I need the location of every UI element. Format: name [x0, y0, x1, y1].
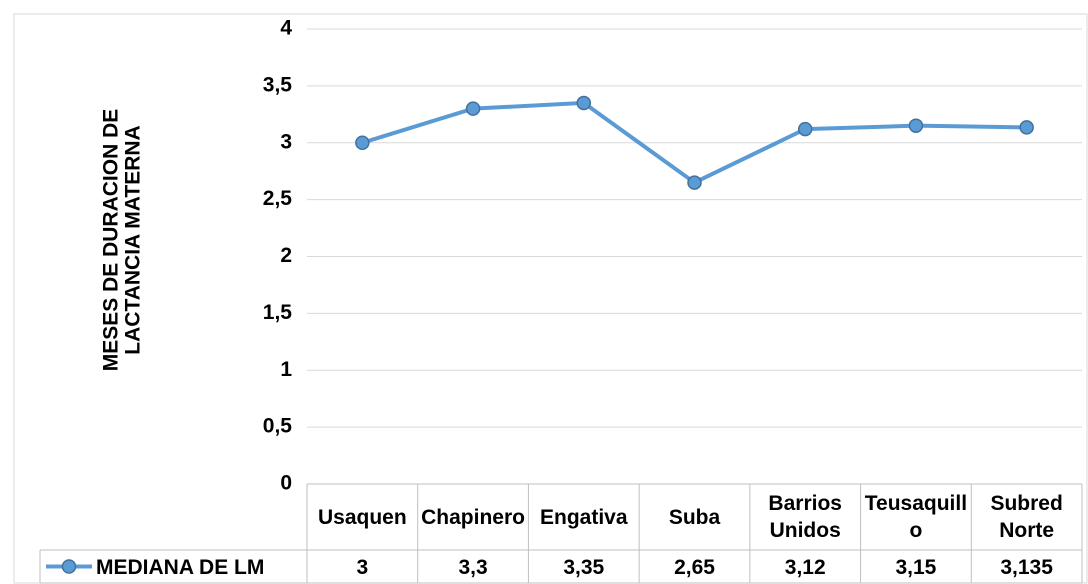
x-tick-label-box: Usaquen — [318, 505, 407, 529]
marker — [1019, 120, 1034, 135]
y-axis-title: MESES DE DURACION DE LACTANCIA MATERNA — [100, 109, 145, 372]
x-tick-label: Subred Norte — [990, 492, 1063, 542]
x-tick-label-box: Suba — [668, 505, 721, 529]
table-value: 2,65 — [674, 556, 715, 579]
y-tick-label: 3 — [280, 130, 292, 153]
table-value: 3,12 — [785, 556, 826, 579]
table-value: 3 — [357, 556, 369, 579]
marker — [576, 95, 592, 111]
legend-marker — [61, 559, 77, 574]
x-tick-label: Chapinero — [421, 505, 525, 529]
table-value: 3,15 — [895, 556, 936, 579]
table-value: 3,35 — [563, 556, 604, 579]
x-tick-label-box: Engativa — [540, 505, 628, 529]
x-tick-label: Barrios Unidos — [768, 492, 842, 542]
y-tick-label: 4 — [280, 17, 292, 40]
chart-border — [13, 13, 1088, 584]
y-tick-label: 1,5 — [263, 301, 293, 324]
y-tick-label: 2,5 — [263, 187, 293, 210]
x-tick-label-box: Teusaquillo — [864, 492, 968, 542]
y-tick-label: 0,5 — [263, 415, 293, 438]
marker — [908, 118, 924, 133]
y-tick-label: 2 — [280, 244, 292, 267]
x-tick-label: Suba — [668, 505, 721, 529]
y-axis-title-line: LACTANCIA MATERNA — [122, 125, 145, 354]
table-value: 3,3 — [458, 556, 487, 579]
marker — [687, 175, 702, 190]
y-axis-title-line: MESES DE DURACION DE — [100, 109, 123, 372]
x-tick-label-box: Chapinero — [421, 505, 525, 529]
y-tick-label: 3,5 — [263, 73, 293, 96]
y-tick-label: 1 — [280, 358, 292, 381]
x-tick-label: Teusaquillo — [864, 492, 968, 542]
x-tick-label: Usaquen — [318, 505, 407, 529]
x-tick-label-box: Subred Norte — [990, 492, 1063, 542]
legend-label: MEDIANA DE LM — [96, 556, 264, 579]
x-tick-label-box: Barrios Unidos — [768, 492, 842, 542]
x-tick-label: Engativa — [540, 505, 628, 529]
marker — [797, 121, 813, 137]
marker — [465, 101, 481, 116]
marker — [355, 135, 370, 150]
y-tick-label: 0 — [280, 472, 292, 495]
table-value: 3,135 — [1000, 556, 1053, 579]
